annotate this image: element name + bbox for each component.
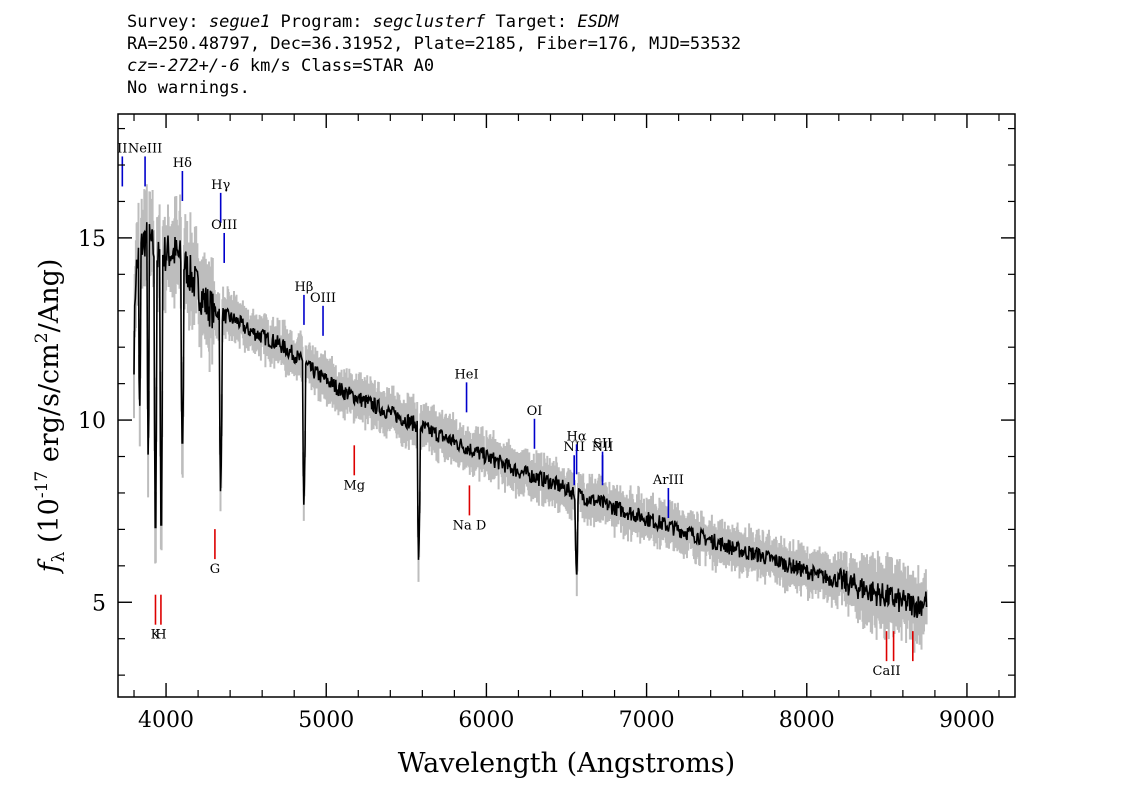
- header-line-survey: Survey: segue1 Program: segclusterf Targ…: [127, 12, 619, 32]
- x-tick-label: 9000: [939, 708, 995, 733]
- absorption-line-label: Mg: [343, 478, 365, 493]
- plot-frame: [117, 113, 1016, 698]
- y-tick-label: 5: [92, 591, 106, 616]
- emission-line-label: SII: [593, 437, 612, 452]
- y-tick-label: 15: [78, 227, 106, 252]
- emission-line-label: HeI: [454, 367, 478, 382]
- header-line-redshift: cz=-272+/-6 km/s Class=STAR A0: [127, 56, 435, 76]
- survey-name: segue1: [208, 12, 271, 32]
- emission-line-label: Hδ: [173, 156, 192, 171]
- x-axis-label: Wavelength (Angstroms): [398, 748, 735, 779]
- emission-line-label: Hα: [567, 429, 587, 444]
- emission-line-label: OIII: [211, 218, 237, 233]
- header-line-coordinates: RA=250.48797, Dec=36.31952, Plate=2185, …: [127, 34, 742, 54]
- y-tick-label: 10: [78, 409, 106, 434]
- program-name: segclusterf: [372, 12, 486, 32]
- emission-line-label: NII: [563, 440, 585, 455]
- x-tick-label: 7000: [619, 708, 675, 733]
- absorption-line-label: G: [210, 562, 220, 577]
- absorption-line-label: H: [155, 628, 166, 643]
- emission-line-label: OI: [527, 404, 543, 419]
- spectrum-line: [133, 222, 928, 619]
- header-line-warnings: No warnings.: [127, 78, 250, 98]
- cz-value: =-272+/-6: [147, 56, 240, 76]
- x-tick-label: 6000: [458, 708, 514, 733]
- spectrum-header: Survey: segue1 Program: segclusterf Targ…: [127, 11, 1027, 99]
- emission-line-label: NeIII: [128, 141, 162, 156]
- y-axis-label: fλ (10-17 erg/s/cm2/Ang): [32, 259, 69, 575]
- emission-line-label: Hβ: [295, 280, 314, 295]
- emission-line-label: OIII: [310, 291, 336, 306]
- x-tick-label: 4000: [138, 708, 194, 733]
- axis-ticks-layer: 4000 5000 6000 7000 8000 9000 5 10 15: [78, 114, 1015, 733]
- x-tick-label: 8000: [779, 708, 835, 733]
- x-tick-label: 5000: [298, 708, 354, 733]
- absorption-line-label: Na D: [453, 518, 487, 533]
- emission-line-label: ArIII: [652, 473, 684, 488]
- emission-line-label: NII: [592, 440, 614, 455]
- spectral-lines-layer: II NeIIIHδHγOIIIHβOIIIHeIOINIIHαNIISIIArI…: [117, 141, 914, 679]
- spectrum-layer: [133, 222, 928, 619]
- emission-line-label: Hγ: [211, 178, 230, 193]
- absorption-line-label: CaII: [873, 664, 901, 679]
- target-name: ESDM: [577, 12, 619, 32]
- emission-line-label: II: [117, 141, 127, 156]
- absorption-line-label: K: [151, 628, 161, 643]
